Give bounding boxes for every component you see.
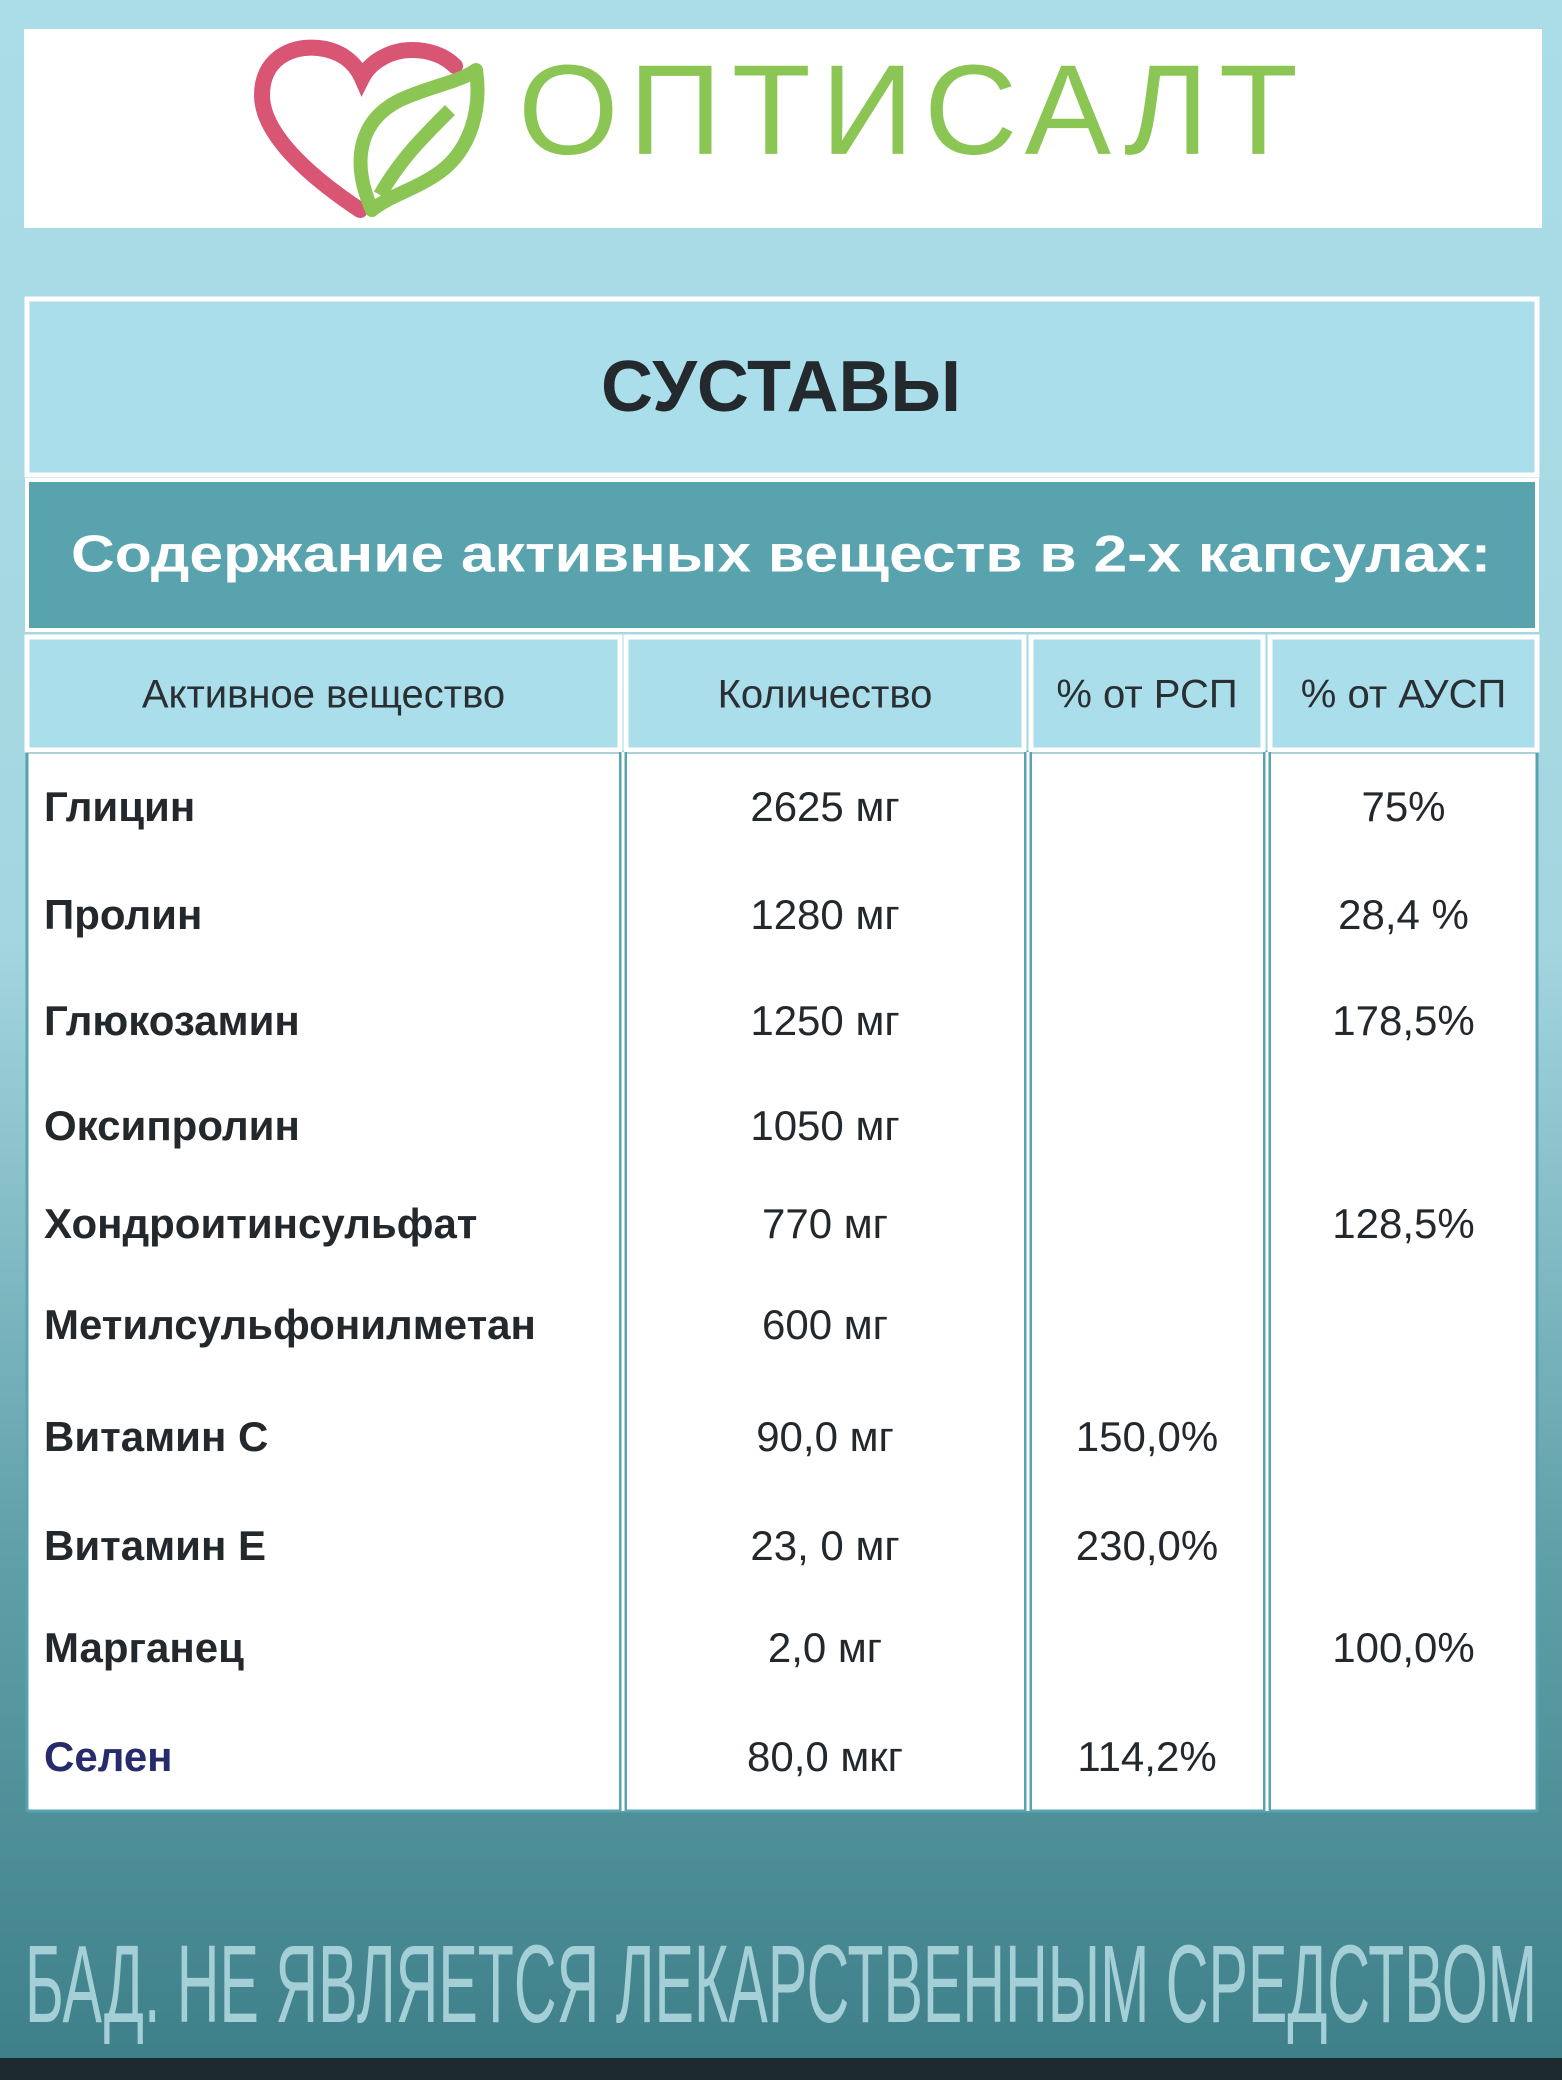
cell-value: 114,2% (1077, 1733, 1216, 1780)
title: СУСТАВЫ (601, 347, 961, 427)
cell-value: 23, 0 мг (750, 1522, 899, 1569)
cell-value: 100,0% (1332, 1624, 1474, 1671)
cell-value: 1250 мг (750, 997, 899, 1044)
cell-value: 28,4 % (1338, 891, 1469, 938)
substance-name: Оксипролин (44, 1102, 300, 1149)
substance-name: Хондроитинсульфат (44, 1200, 477, 1247)
column-header: Количество (718, 673, 933, 717)
cell-value: 90,0 мг (756, 1413, 894, 1460)
cell-value: 770 мг (762, 1200, 888, 1247)
column-header: % от РСП (1056, 673, 1237, 717)
substance-name: Пролин (44, 891, 202, 938)
table-body (25, 750, 1539, 1813)
substance-name: Метилсульфонилметан (44, 1301, 536, 1348)
column-header-cell (24, 634, 623, 753)
column-header-cell (1267, 634, 1540, 753)
cell-value: 1050 мг (750, 1102, 899, 1149)
subtitle: Содержание активных веществ в 2-х капсул… (71, 526, 1491, 584)
cell-value: 128,5% (1332, 1200, 1474, 1247)
substance-name: Селен (44, 1733, 173, 1780)
title-box (24, 296, 1540, 478)
column-header: Активное вещество (142, 673, 505, 717)
cell-value: 2,0 мг (768, 1624, 882, 1671)
column-header: % от АУСП (1301, 673, 1506, 717)
footer-note: БАД. НЕ ЯВЛЯЕТСЯ ЛЕКАРСТВЕННЫМ СРЕДСТВОМ (25, 1923, 1537, 2046)
cell-value: 80,0 мкг (747, 1733, 903, 1780)
brand-name: ОПТИСАЛТ (518, 39, 1308, 182)
cell-value: 1280 мг (750, 891, 899, 938)
cell-value: 178,5% (1332, 997, 1474, 1044)
cell-value: 150,0% (1076, 1413, 1218, 1460)
cell-value: 230,0% (1076, 1522, 1218, 1569)
bottom-band (0, 2058, 1562, 2080)
logo-heart (253, 39, 463, 218)
logo-leaf (353, 63, 485, 217)
cell-value: 600 мг (762, 1301, 888, 1348)
subtitle-box (25, 478, 1539, 632)
cell-value: 2625 мг (750, 783, 899, 830)
column-header-cell (1028, 634, 1266, 753)
column-header-cell (623, 634, 1027, 753)
substance-name: Марганец (44, 1624, 244, 1671)
substance-name: Витамин Е (44, 1522, 266, 1569)
substance-name: Глицин (44, 783, 195, 830)
substance-name: Витамин С (44, 1413, 268, 1460)
substance-name: Глюкозамин (44, 997, 300, 1044)
cell-value: 75% (1361, 783, 1445, 830)
